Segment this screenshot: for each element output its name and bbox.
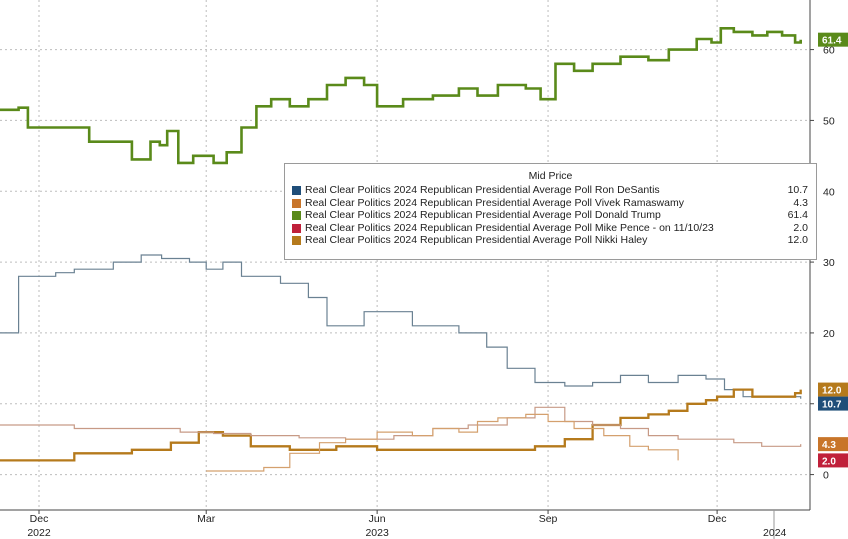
legend-swatch xyxy=(292,211,301,220)
legend-entry-pence: Real Clear Politics 2024 Republican Pres… xyxy=(285,222,816,235)
last-value-badges: 61.4 12.0 10.7 4.3 2.0 xyxy=(818,32,848,468)
legend-value: 2.0 xyxy=(793,221,808,234)
value-badge-label: 4.3 xyxy=(822,440,836,451)
series-line-nikki-haley xyxy=(0,388,802,462)
y-tick-label: 30 xyxy=(823,257,835,269)
y-tick-label: 40 xyxy=(823,186,835,198)
legend-label: Real Clear Politics 2024 Republican Pres… xyxy=(305,184,660,196)
legend-entry-ramaswamy: Real Clear Politics 2024 Republican Pres… xyxy=(285,197,816,210)
legend-entry-haley: Real Clear Politics 2024 Republican Pres… xyxy=(285,234,816,247)
y-tick-label: 0 xyxy=(823,470,829,482)
value-badge-label: 61.4 xyxy=(822,36,842,47)
value-badge xyxy=(818,437,848,452)
legend-value: 10.7 xyxy=(787,184,808,196)
series-line-ron-desantis xyxy=(0,254,802,399)
y-tick-labels: 0102030405060 xyxy=(810,45,835,482)
value-badge xyxy=(818,453,848,468)
legend-value: 61.4 xyxy=(787,209,808,221)
legend-label: Real Clear Politics 2024 Republican Pres… xyxy=(305,221,714,234)
x-year-label: 2024 xyxy=(763,527,787,539)
value-badge xyxy=(818,382,848,397)
series-line-vivek-ramaswamy xyxy=(0,406,802,447)
value-badge-label: 2.0 xyxy=(822,456,836,467)
value-badge xyxy=(818,32,848,47)
y-tick-label: 60 xyxy=(823,45,835,57)
x-tick-label: Mar xyxy=(197,513,216,525)
legend-value: 4.3 xyxy=(793,196,808,209)
legend-value: 12.0 xyxy=(787,234,808,246)
legend-swatch xyxy=(292,236,301,245)
x-tick-label: Jun xyxy=(369,513,386,525)
series-line-mike-pence xyxy=(206,413,679,472)
legend-label: Real Clear Politics 2024 Republican Pres… xyxy=(305,196,684,209)
legend-entry-trump: Real Clear Politics 2024 Republican Pres… xyxy=(285,209,816,222)
x-year-label: 2022 xyxy=(27,527,51,539)
legend-swatch xyxy=(292,186,301,195)
value-badge-label: 12.0 xyxy=(822,386,842,397)
legend-swatch xyxy=(292,198,301,208)
value-badge xyxy=(818,396,848,411)
x-tick-label: Sep xyxy=(539,513,558,525)
y-tick-label: 20 xyxy=(823,328,835,340)
legend-entry-desantis: Real Clear Politics 2024 Republican Pres… xyxy=(285,184,816,197)
legend-label: Real Clear Politics 2024 Republican Pres… xyxy=(305,209,661,221)
chart-legend: Mid Price Real Clear Politics 2024 Repub… xyxy=(284,163,817,260)
legend-title: Mid Price xyxy=(528,170,573,182)
x-tick-label: Dec xyxy=(708,513,727,525)
x-tick-labels: Dec 2022 Mar Jun 2023 Sep Dec 2024 xyxy=(27,510,787,539)
x-year-label: 2023 xyxy=(365,527,389,539)
legend-label: Real Clear Politics 2024 Republican Pres… xyxy=(305,234,648,246)
legend-swatch xyxy=(292,223,301,233)
x-tick-label: Dec xyxy=(30,513,49,525)
value-badge-label: 10.7 xyxy=(822,400,842,411)
y-tick-label: 50 xyxy=(823,115,835,127)
series-lines xyxy=(0,27,802,472)
series-line-donald-trump xyxy=(0,27,802,165)
